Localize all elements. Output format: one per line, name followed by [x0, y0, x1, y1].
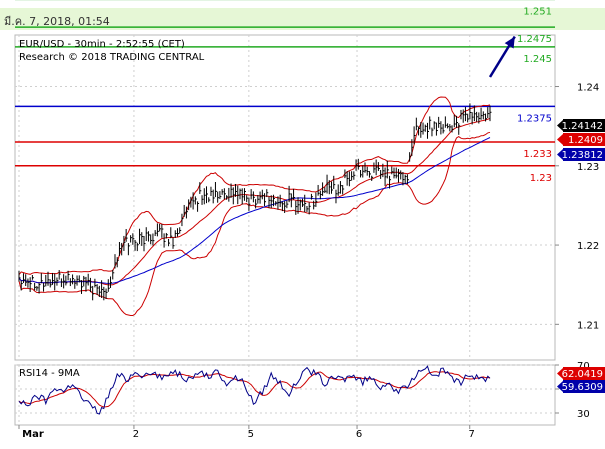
y-tick-label: 1.21 — [577, 320, 599, 331]
x-tick-label: Mar — [22, 429, 44, 440]
chart-subtitle: Research © 2018 TRADING CENTRAL — [19, 52, 205, 63]
price-tag — [563, 148, 605, 161]
rsi-tag-label: 59.6309 — [562, 382, 603, 393]
rsi-line — [18, 365, 491, 415]
price-tag-label: 1.2409 — [568, 135, 603, 146]
date-text: มี.ค. 7, 2018, 01:54 — [4, 15, 110, 28]
x-tick-label: 5 — [248, 429, 254, 440]
price-tag — [563, 119, 605, 132]
x-tick-label: 2 — [133, 429, 139, 440]
main-panel-frame — [14, 34, 556, 361]
level-label: 1.233 — [523, 149, 552, 160]
rsi-tag — [563, 380, 605, 393]
x-tick-label: 6 — [356, 429, 362, 440]
y-tick-label: 1.24 — [577, 83, 599, 94]
level-label: 1.245 — [523, 54, 552, 65]
rsi-tick-label: 70 — [577, 361, 590, 372]
chart-title: EUR/USD - 30min - 2:52:55 (CET) — [19, 39, 185, 50]
rsi-tag — [563, 367, 605, 380]
level-label: 1.2375 — [517, 113, 552, 124]
level-label: 1.23 — [530, 173, 552, 184]
rsi-tag-pointer — [557, 381, 563, 392]
y-tick-label: 1.22 — [577, 241, 599, 252]
rsi-title: RSI14 - 9MA — [19, 368, 80, 379]
rsi-panel-frame — [14, 364, 556, 426]
price-bars-layer — [18, 35, 516, 301]
rsi-layer — [18, 365, 491, 415]
price-tag-pointer — [557, 149, 563, 160]
date-bar: มี.ค. 7, 2018, 01:54 — [0, 8, 605, 30]
price-tags-layer: 1.24142 1.2409 1.23812 62.0419 59.6309 — [557, 119, 605, 393]
price-tag-pointer — [557, 120, 563, 131]
levels-layer: 1.251 1.2475 1.245 1.2375 1.233 1.23 — [15, 0, 555, 184]
price-tag-pointer — [557, 134, 563, 145]
price-tag-label: 1.23812 — [562, 150, 603, 161]
level-label: 1.2475 — [517, 34, 552, 45]
y-tick-label: 1.23 — [577, 162, 599, 173]
forecast-arrow-head — [504, 36, 515, 49]
rsi-tick-label: 30 — [577, 409, 590, 420]
rsi-ma-line — [18, 371, 491, 408]
price-tag-label: 1.24142 — [562, 121, 603, 132]
price-tag — [563, 133, 605, 146]
level-label: 1.251 — [523, 6, 552, 17]
rsi-tag-label: 62.0419 — [562, 369, 603, 380]
ma-blue — [18, 137, 491, 284]
rsi-tag-pointer — [557, 368, 563, 379]
x-tick-label: 7 — [469, 429, 475, 440]
